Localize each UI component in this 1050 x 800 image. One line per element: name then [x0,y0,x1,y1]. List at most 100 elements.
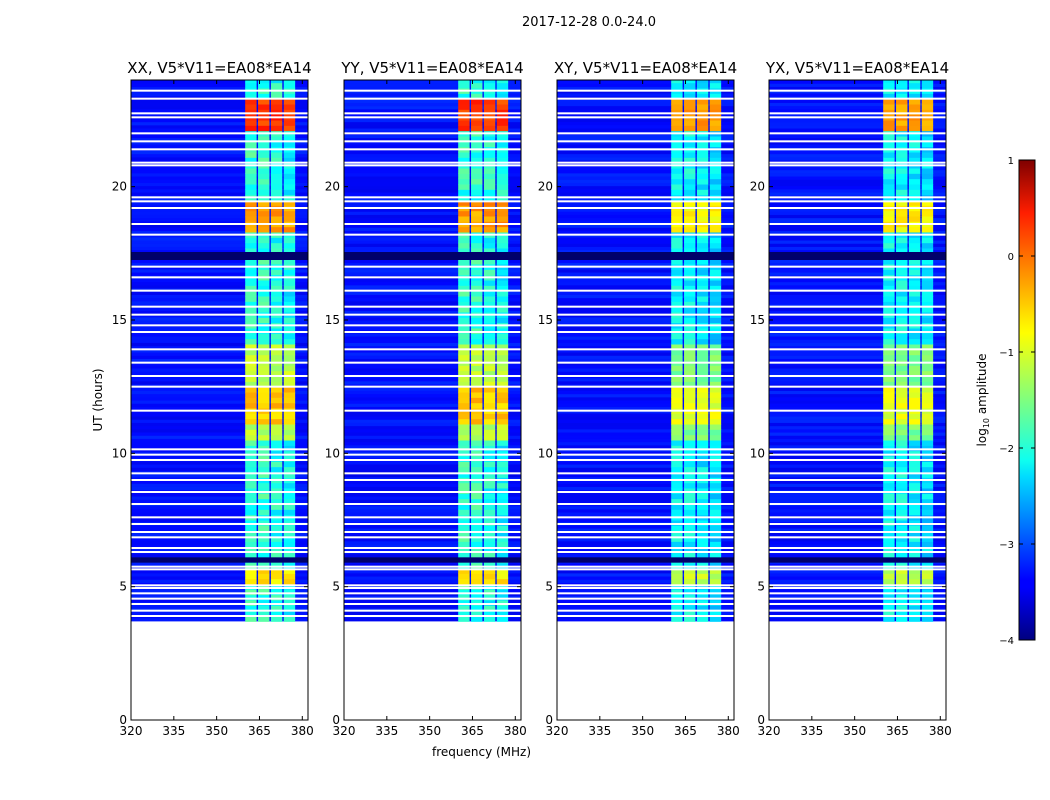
band-channel-cell [270,178,283,185]
band-channel-cell [684,541,696,548]
band-channel-cell [458,248,470,254]
band-channel-cell [245,392,257,398]
band-channel-cell [684,573,696,580]
band-channel-cell [483,509,496,516]
flagged-blank-row [769,568,946,571]
band-channel-cell [671,578,683,585]
band-channel-cell [458,493,470,500]
flagged-blank-row [557,565,734,568]
noise-row [131,336,308,340]
band-channel-cell [258,488,270,494]
band-channel-cell [883,440,895,446]
band-channel-cell [908,482,921,489]
band-channel-cell [883,370,895,377]
band-channel-cell [270,456,283,462]
band-channel-cell [908,589,921,596]
band-channel-cell [283,152,296,158]
band-channel-cell [258,184,270,190]
flagged-blank-row [131,265,308,268]
colorbar: 10−1−2−3−4 log10 amplitude [975,156,1036,647]
band-channel-cell [684,589,696,596]
noise-row [344,451,521,455]
noise-row [557,416,734,420]
band-channel-cell [270,285,283,292]
band-channel-cell [258,226,270,233]
noise-row [769,99,946,103]
band-channel-cell [709,248,722,254]
band-channel-cell [671,589,683,596]
noise-row [557,525,734,529]
band-channel-cell [245,173,257,180]
band-channel-cell [245,237,257,244]
band-channel-cell [245,594,257,601]
noise-row [769,317,946,321]
band-channel-cell [883,109,895,116]
band-channel-cell [696,168,709,174]
axes-frame [556,79,735,721]
noise-row [344,403,521,407]
flagged-blank-row [769,140,946,143]
band-channel-cell [671,525,683,532]
band-channel-cell [245,306,257,313]
noise-row [344,528,521,532]
band-channel-cell [921,536,934,542]
noise-row [769,438,946,443]
noise-row [769,486,946,491]
band-channel-cell [471,285,483,292]
band-channel-cell [283,434,296,441]
band-channel-cell [684,290,696,297]
band-channel-cell [471,546,483,553]
band-channel-cell [921,509,934,516]
band-channel-cell [671,280,683,286]
noise-row [557,182,734,187]
colorbar-gradient [1018,159,1036,641]
band-channel-cell [908,424,921,430]
noise-row [557,301,734,305]
flagged-blank-row [344,196,521,199]
band-channel-cell [245,328,257,334]
flagged-blank-row [557,233,734,236]
band-channel-cell [496,189,509,196]
band-channel-cell [245,290,257,297]
band-channel-cell [921,397,934,404]
band-channel-cell [921,173,934,180]
noise-row [769,346,946,350]
flagged-blank-row [344,547,521,549]
band-channel-cell [671,573,683,580]
band-channel-cell [883,536,895,542]
band-channel-cell [245,504,257,510]
band-channel-cell [258,365,270,372]
noise-row [131,186,308,190]
band-channel-cell [921,616,934,622]
flagged-blank-row [769,375,946,377]
band-channel-cell [684,98,696,105]
band-channel-cell [483,418,496,425]
flagged-blank-row [557,164,734,167]
noise-row [769,93,946,97]
flagged-blank-row [344,503,521,505]
band-channel-cell [883,541,895,548]
band-channel-cell [496,392,509,398]
band-channel-cell [458,541,470,548]
flagged-blank-row [131,597,308,600]
noise-row [344,390,521,395]
band-channel-cell [696,589,709,596]
band-channel-cell [471,93,483,100]
panel-title: XX, V5*V11=EA08*EA14 [127,59,311,77]
band-channel-cell [696,349,709,356]
band-channel-cell [471,568,483,574]
band-channel-cell [471,450,483,457]
band-channel-cell [283,80,296,84]
band-channel-cell [458,178,470,185]
band-channel-cell [896,178,908,185]
band-channel-cell [471,520,483,526]
band-channel-cell [696,552,709,558]
band-channel-cell [684,578,696,585]
band-channel-cell [245,80,257,84]
band-channel-cell [908,301,921,308]
band-channel-cell [709,498,722,505]
band-channel-cell [896,493,908,500]
band-channel-cell [496,424,509,430]
band-channel-cell [671,370,683,377]
noise-row [131,246,308,251]
